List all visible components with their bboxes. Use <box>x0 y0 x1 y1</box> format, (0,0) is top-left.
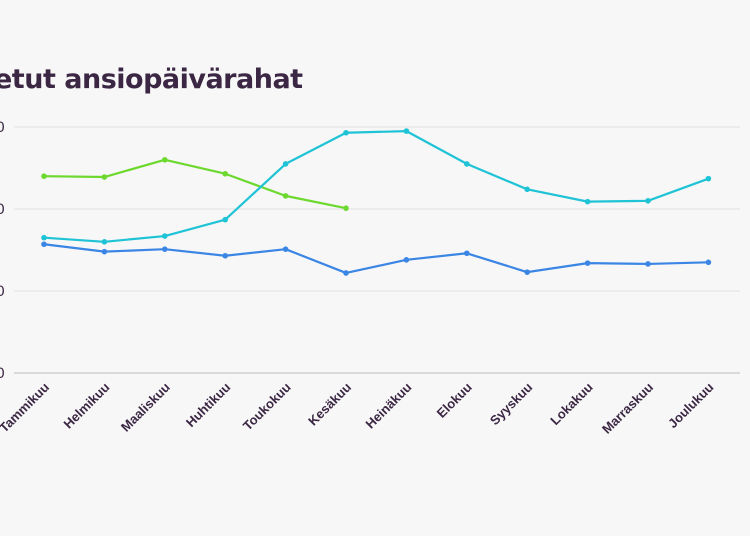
series-cyan-point <box>41 234 47 241</box>
series-cyan-point <box>403 128 410 134</box>
series-cyan-line <box>43 130 709 243</box>
series-blue-line <box>43 243 709 275</box>
x-tick-label: Tammikuu <box>0 379 52 435</box>
x-tick-label: Syyskuu <box>487 379 535 427</box>
series-blue-point <box>41 241 47 248</box>
series-cyan-point <box>101 239 108 245</box>
series-blue-point <box>343 270 349 276</box>
series-cyan-point <box>705 175 712 182</box>
series-cyan-point <box>645 198 651 204</box>
series-cyan-point <box>464 161 470 167</box>
y-tick-label: 0 <box>0 120 5 136</box>
chart-title: etut ansiopäivärahat <box>0 64 303 95</box>
series-cyan-point <box>162 233 168 239</box>
series-blue-point <box>101 248 108 255</box>
series-green-point <box>101 174 108 180</box>
x-tick-label: Helmikuu <box>61 379 113 431</box>
series-cyan-point <box>343 129 349 136</box>
series-green-point <box>343 205 349 211</box>
x-tick-label: Lokakuu <box>547 379 595 427</box>
series-blue-point <box>403 257 410 263</box>
series-green-point <box>41 173 47 179</box>
series-cyan-point <box>222 216 228 223</box>
x-tick-label: Huhtikuu <box>183 379 233 429</box>
x-tick-label: Elokuu <box>434 379 475 420</box>
x-tick-label: Marraskuu <box>599 379 656 436</box>
y-tick-label: 0 <box>0 202 5 218</box>
series-blue-point <box>705 259 712 266</box>
series-blue-point <box>464 250 470 257</box>
y-tick-label: 0 <box>0 284 5 300</box>
series-green-line <box>43 158 347 210</box>
x-tick-label: Kesäkuu <box>305 379 354 428</box>
y-tick-label: 0 <box>0 366 5 382</box>
series-green-point <box>282 193 289 199</box>
x-tick-label: Heinäkuu <box>363 379 415 431</box>
x-tick-label: Toukokuu <box>240 379 294 433</box>
series-blue-point <box>584 260 591 266</box>
series-green-point <box>162 157 168 163</box>
series-blue-point <box>162 246 168 252</box>
series-blue-point <box>645 261 651 267</box>
series-cyan-point <box>524 186 530 193</box>
series-green-point <box>222 170 228 177</box>
x-tick-label: Maaliskuu <box>118 379 173 434</box>
x-tick-label: Joulukuu <box>665 379 717 431</box>
series-blue-point <box>524 269 530 275</box>
series-blue-point <box>222 252 228 259</box>
series-cyan-point <box>584 198 591 205</box>
series-cyan-point <box>282 161 289 167</box>
series-blue-point <box>282 246 289 252</box>
